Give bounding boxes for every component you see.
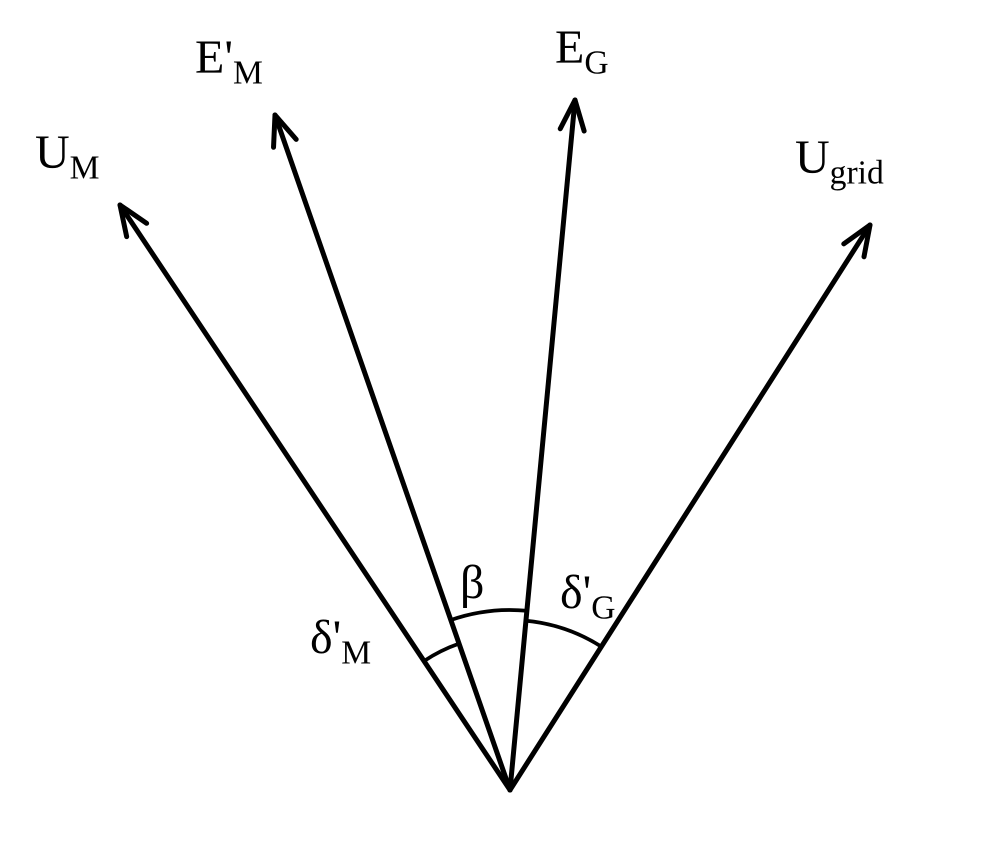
vector-E_G	[510, 102, 575, 790]
arrowhead-E_G	[575, 100, 584, 131]
vector-E_prime_M	[276, 117, 510, 790]
label-E_G: EG	[555, 20, 609, 83]
arrowhead-E_prime_M	[274, 115, 275, 147]
vector-U_M	[121, 207, 510, 790]
label-U_grid: Ugrid	[795, 130, 884, 193]
angle-arc-delta_prime_M	[424, 644, 459, 661]
angle-label-delta_prime_M: δ'M	[310, 610, 371, 673]
angle-label-beta: β	[460, 555, 484, 610]
label-E_prime_M: E'M	[195, 30, 263, 93]
angle-label-delta_prime_G: δ'G	[560, 565, 616, 628]
vector-U_grid	[510, 227, 869, 790]
angle-arc-beta	[451, 610, 527, 620]
label-U_M: UM	[35, 125, 100, 188]
